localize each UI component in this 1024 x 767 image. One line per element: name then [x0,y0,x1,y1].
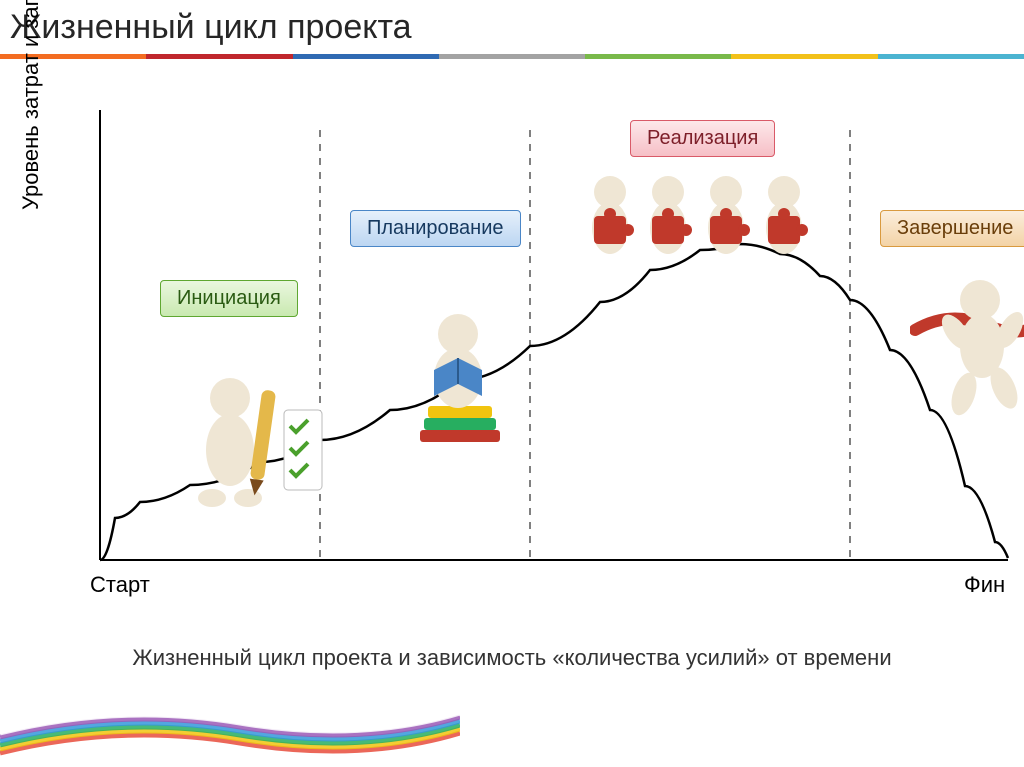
initiation-figure [190,370,330,520]
chart-svg [60,90,1010,620]
planning-figure [380,300,530,470]
phase-label: Реализация [647,127,758,149]
footer-wave [0,707,460,767]
y-axis-label: Уровень затрат и загрузки персонала [18,0,44,210]
phase-label: Завершение [897,217,1013,239]
phase-label: Планирование [367,217,504,239]
slide-title: Жизненный цикл проекта [10,8,412,47]
x-axis-end-label: Фин [964,572,1005,598]
chart-caption: Жизненный цикл проекта и зависимость «ко… [0,645,1024,671]
title-accent-stripes [0,54,1024,59]
x-axis-start-label: Старт [90,572,150,598]
phase-badge-1: Планирование [350,210,521,247]
phase-badge-3: Завершение [880,210,1024,247]
realization-figures [580,170,832,280]
phase-label: Инициация [177,287,281,309]
phase-badge-0: Инициация [160,280,298,317]
phase-badge-2: Реализация [630,120,775,157]
finish-figure [910,270,1024,430]
lifecycle-chart [60,90,1010,620]
